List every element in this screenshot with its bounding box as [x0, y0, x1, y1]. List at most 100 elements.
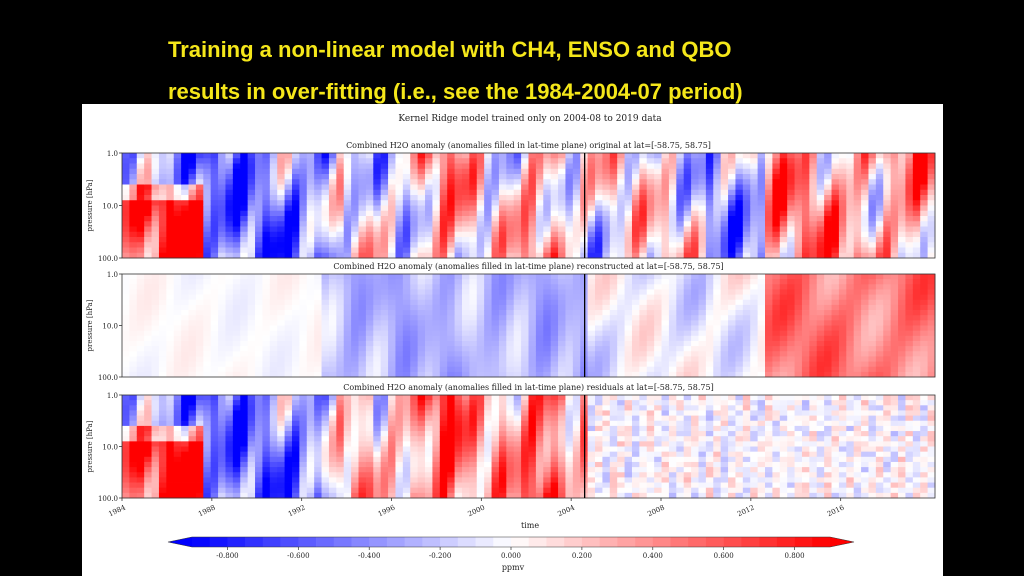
- heatmap-cell: [136, 415, 145, 422]
- heatmap-cell: [691, 221, 699, 227]
- heatmap-cell: [314, 351, 322, 357]
- heatmap-cell: [535, 226, 544, 233]
- heatmap-cell: [779, 158, 788, 164]
- heatmap-cell: [676, 274, 685, 280]
- heatmap-cell: [425, 310, 433, 316]
- heatmap-cell: [558, 289, 566, 295]
- heatmap-cell: [203, 371, 212, 378]
- heatmap-cell: [425, 242, 433, 248]
- heatmap-cell: [513, 284, 522, 290]
- heatmap-cell: [624, 340, 633, 347]
- heatmap-cell: [624, 371, 633, 378]
- heatmap-cell: [166, 420, 175, 427]
- heatmap-cell: [151, 335, 160, 342]
- heatmap-cell: [151, 425, 160, 432]
- heatmap-cell: [277, 174, 285, 180]
- heatmap-cell: [358, 168, 367, 175]
- heatmap-cell: [425, 279, 433, 285]
- heatmap-cell: [269, 237, 278, 243]
- heatmap-cell: [535, 221, 544, 227]
- heatmap-cell: [373, 274, 382, 280]
- heatmap-cell: [824, 231, 832, 238]
- heatmap-cell: [853, 325, 862, 332]
- heatmap-cell: [801, 279, 810, 285]
- heatmap-cell: [188, 340, 197, 347]
- heatmap-cell: [905, 247, 914, 254]
- heatmap-cell: [624, 247, 633, 254]
- heatmap-cell: [631, 205, 640, 212]
- heatmap-cell: [136, 279, 145, 285]
- heatmap-cell: [247, 310, 256, 316]
- heatmap-cell: [277, 274, 285, 280]
- heatmap-cell: [558, 304, 566, 311]
- heatmap-cell: [240, 356, 249, 362]
- heatmap-cell: [358, 346, 367, 352]
- heatmap-cell: [506, 330, 515, 337]
- heatmap-cell: [912, 242, 921, 248]
- heatmap-cell: [846, 351, 855, 357]
- heatmap-cell: [151, 216, 160, 222]
- heatmap-cell: [535, 294, 544, 301]
- heatmap-cell: [380, 184, 389, 191]
- heatmap-cell: [417, 216, 426, 222]
- heatmap-cell: [521, 320, 529, 326]
- heatmap-cell: [713, 210, 722, 217]
- heatmap-cell: [521, 340, 529, 347]
- heatmap-cell: [920, 153, 929, 159]
- heatmap-cell: [410, 346, 419, 352]
- heatmap-cell: [181, 400, 189, 406]
- heatmap-cell: [210, 451, 219, 458]
- heatmap-cell: [861, 366, 869, 373]
- heatmap-cell: [328, 174, 337, 180]
- heatmap-cell: [232, 158, 241, 164]
- heatmap-cell: [654, 210, 662, 217]
- heatmap-cell: [809, 184, 818, 191]
- heatmap-cell: [794, 252, 803, 259]
- heatmap-cell: [728, 320, 736, 326]
- heatmap-cell: [181, 252, 189, 259]
- heatmap-cell: [425, 247, 433, 254]
- heatmap-cell: [498, 200, 507, 206]
- heatmap-cell: [801, 163, 810, 170]
- heatmap-cell: [255, 320, 263, 326]
- heatmap-cell: [328, 279, 337, 285]
- heatmap-cell: [417, 274, 426, 280]
- heatmap-cell: [158, 320, 167, 326]
- heatmap-cell: [306, 477, 315, 483]
- heatmap-cell: [905, 351, 914, 357]
- heatmap-cell: [195, 299, 204, 306]
- heatmap-cell: [166, 472, 175, 478]
- heatmap-cell: [927, 226, 936, 233]
- heatmap-cell: [831, 174, 840, 180]
- heatmap-cell: [728, 242, 736, 248]
- heatmap-cell: [772, 335, 781, 342]
- heatmap-cell: [816, 158, 825, 164]
- heatmap-cell: [898, 158, 906, 164]
- heatmap-cell: [742, 279, 751, 285]
- heatmap-cell: [831, 184, 840, 191]
- heatmap-cell: [543, 216, 552, 222]
- heatmap-cell: [705, 304, 714, 311]
- heatmap-cell: [535, 310, 544, 316]
- heatmap-cell: [343, 252, 352, 259]
- heatmap-cell: [838, 163, 847, 170]
- heatmap-cell: [521, 184, 529, 191]
- figure: Kernel Ridge model trained only on 2004-…: [82, 104, 943, 576]
- heatmap-cell: [173, 279, 182, 285]
- heatmap-cell: [173, 231, 182, 238]
- heatmap-cell: [838, 304, 847, 311]
- heatmap-cell: [765, 289, 773, 295]
- heatmap-cell: [158, 310, 167, 316]
- heatmap-cell: [225, 456, 234, 463]
- heatmap-cell: [824, 184, 832, 191]
- heatmap-cell: [720, 158, 729, 164]
- heatmap-cell: [129, 371, 138, 378]
- heatmap-cell: [432, 252, 441, 259]
- heatmap-cell: [232, 320, 241, 326]
- heatmap-cell: [122, 410, 130, 416]
- heatmap-cell: [181, 158, 189, 164]
- heatmap-cell: [905, 226, 914, 233]
- heatmap-cell: [432, 299, 441, 306]
- heatmap-cell: [609, 346, 618, 352]
- heatmap-cell: [306, 335, 315, 342]
